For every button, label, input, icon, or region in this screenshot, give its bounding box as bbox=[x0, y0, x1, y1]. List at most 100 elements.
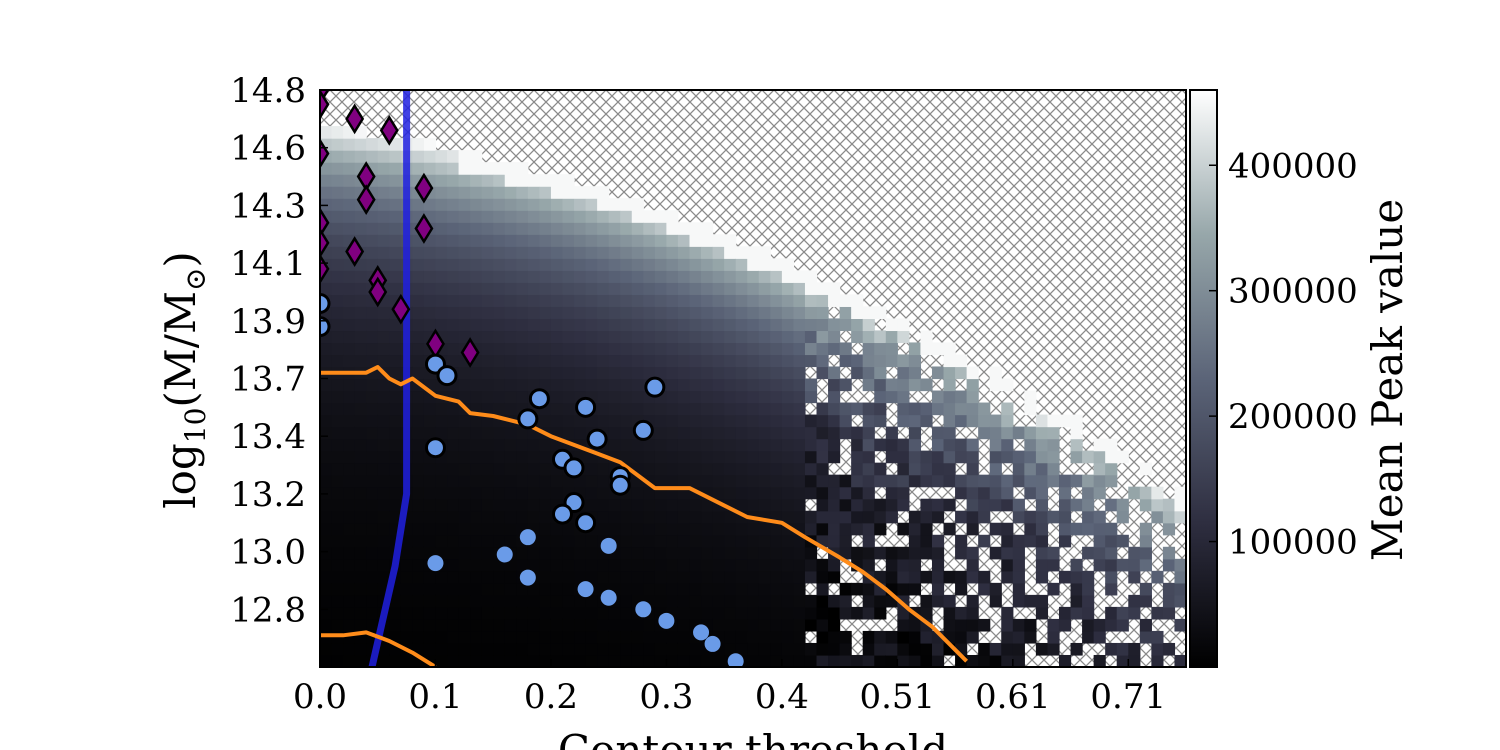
circle-marker-outlined bbox=[320, 292, 331, 314]
heatmap-cell bbox=[677, 282, 691, 295]
heatmap-cell bbox=[550, 306, 564, 319]
heatmap-cell bbox=[747, 474, 760, 488]
heatmap-cell bbox=[862, 474, 875, 488]
heatmap-cell bbox=[550, 318, 564, 332]
heatmap-cell bbox=[320, 594, 333, 608]
heatmap-cell bbox=[412, 354, 425, 368]
heatmap-cell bbox=[597, 510, 610, 524]
heatmap-cell bbox=[885, 354, 898, 368]
heatmap-cell bbox=[643, 462, 656, 476]
heatmap-cell bbox=[539, 306, 552, 319]
heatmap-cell bbox=[435, 510, 448, 524]
heatmap-cell bbox=[793, 618, 806, 632]
heatmap-cell bbox=[527, 558, 540, 572]
heatmap-cell bbox=[435, 474, 448, 488]
heatmap-cell bbox=[978, 582, 991, 596]
heatmap-cell bbox=[389, 318, 402, 332]
heatmap-cell bbox=[493, 618, 506, 632]
heatmap-cell bbox=[1001, 498, 1014, 512]
heatmap-cell bbox=[816, 606, 829, 620]
heatmap-cell bbox=[320, 654, 333, 667]
heatmap-cell bbox=[747, 630, 760, 644]
heatmap-cell bbox=[758, 582, 771, 596]
colorbar-title: Mean Peak value bbox=[1363, 199, 1412, 561]
heatmap-cell bbox=[978, 414, 991, 428]
heatmap-cell bbox=[539, 438, 552, 452]
heatmap-cell bbox=[412, 294, 425, 307]
heatmap-cell bbox=[574, 354, 587, 368]
heatmap-cell bbox=[862, 402, 875, 416]
heatmap-cell bbox=[400, 582, 413, 596]
heatmap-cell bbox=[1058, 570, 1072, 584]
heatmap-cell bbox=[989, 474, 1002, 488]
heatmap-cell bbox=[689, 222, 702, 235]
heatmap-cell bbox=[735, 498, 748, 512]
heatmap-cell bbox=[1058, 486, 1072, 500]
heatmap-cell bbox=[585, 366, 598, 380]
heatmap-cell bbox=[874, 594, 887, 608]
y-axis-ticks: 12.813.013.213.413.713.914.114.314.614.8 bbox=[230, 71, 328, 630]
heatmap-cell bbox=[839, 510, 852, 524]
heatmap-cell bbox=[447, 450, 460, 464]
heatmap-cell bbox=[435, 570, 448, 584]
heatmap-cell bbox=[770, 270, 783, 283]
heatmap-cell bbox=[747, 534, 760, 548]
heatmap-cell bbox=[423, 630, 437, 644]
heatmap-cell bbox=[793, 426, 806, 440]
heatmap-cell bbox=[527, 606, 540, 620]
heatmap-cell bbox=[343, 354, 356, 368]
heatmap-cell bbox=[804, 450, 818, 464]
heatmap-cell bbox=[839, 414, 852, 428]
heatmap-cell bbox=[366, 354, 379, 368]
heatmap-cell bbox=[897, 582, 910, 596]
heatmap-cell bbox=[354, 390, 367, 404]
heatmap-cell bbox=[447, 546, 460, 560]
heatmap-cell bbox=[574, 258, 587, 271]
heatmap-cell bbox=[1035, 546, 1049, 560]
heatmap-cell bbox=[539, 486, 552, 500]
heatmap-cell bbox=[793, 450, 806, 464]
heatmap-cell bbox=[654, 522, 667, 536]
y-tick-label: 13.9 bbox=[230, 302, 306, 342]
heatmap-cell bbox=[516, 558, 529, 572]
heatmap-cell bbox=[1151, 510, 1164, 524]
heatmap-cell bbox=[470, 198, 483, 211]
heatmap-cell bbox=[343, 174, 356, 187]
heatmap-cell bbox=[585, 270, 598, 283]
heatmap-cell bbox=[781, 378, 795, 392]
heatmap-cell bbox=[493, 654, 506, 667]
circle-marker-outlined bbox=[424, 437, 446, 459]
heatmap-cell bbox=[435, 642, 448, 656]
heatmap-cell bbox=[447, 570, 460, 584]
heatmap-cell bbox=[943, 498, 956, 512]
heatmap-cell bbox=[354, 642, 367, 656]
heatmap-cell bbox=[839, 642, 852, 656]
heatmap-cell bbox=[747, 318, 760, 332]
heatmap-cell bbox=[781, 438, 795, 452]
heatmap-cell bbox=[712, 342, 725, 356]
heatmap-cell bbox=[1047, 462, 1060, 476]
heatmap-cell bbox=[1001, 606, 1014, 620]
heatmap-cell bbox=[447, 474, 460, 488]
heatmap-cell bbox=[320, 450, 333, 464]
heatmap-cell bbox=[470, 258, 483, 271]
heatmap-cell bbox=[470, 630, 483, 644]
heatmap-cell bbox=[354, 534, 367, 548]
heatmap-cell bbox=[828, 510, 841, 524]
heatmap-cell bbox=[527, 438, 540, 452]
heatmap-cell bbox=[955, 390, 968, 404]
heatmap-cell bbox=[539, 174, 552, 187]
heatmap-cell bbox=[366, 570, 379, 584]
heatmap-cell bbox=[470, 330, 483, 344]
heatmap-cell bbox=[1082, 594, 1095, 608]
heatmap-cell bbox=[851, 330, 864, 344]
heatmap-cell bbox=[989, 546, 1002, 560]
x-tick-label: 0.0 bbox=[293, 677, 347, 717]
heatmap-cell bbox=[654, 594, 667, 608]
heatmap-cell bbox=[735, 270, 748, 283]
heatmap-cell bbox=[770, 522, 783, 536]
heatmap-cell bbox=[885, 558, 898, 572]
heatmap-cell bbox=[770, 594, 783, 608]
heatmap-cell bbox=[527, 594, 540, 608]
heatmap-cell bbox=[643, 270, 656, 283]
